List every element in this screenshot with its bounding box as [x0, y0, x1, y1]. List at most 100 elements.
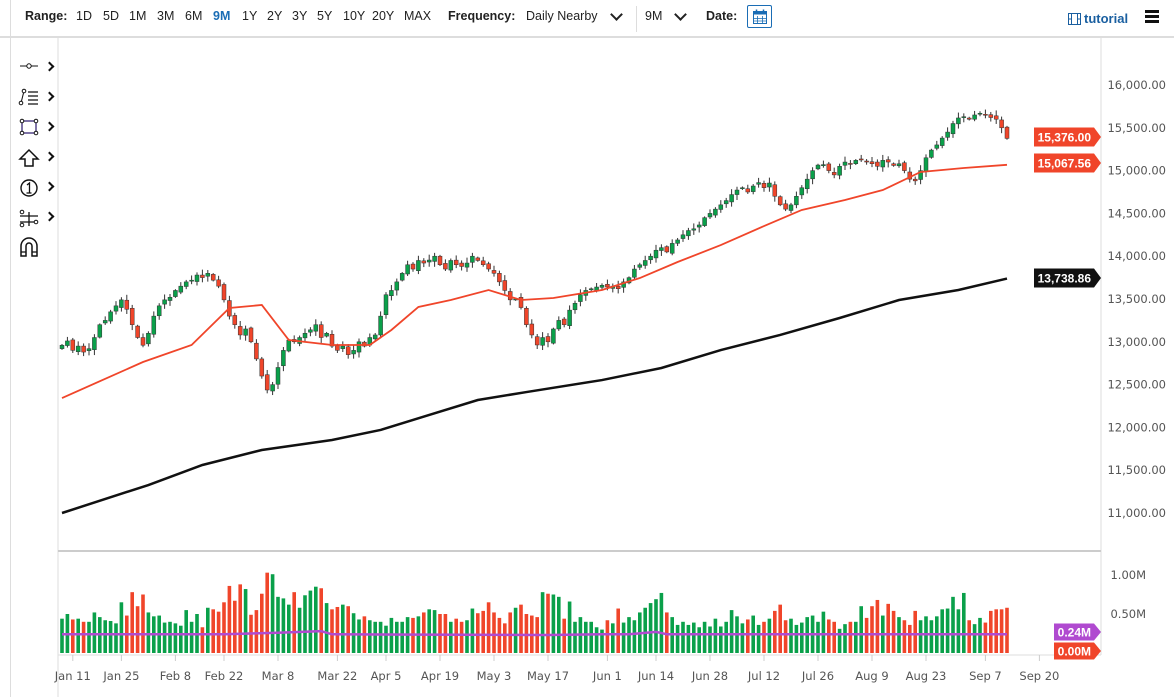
- candle-body: [286, 339, 292, 352]
- volume-tick-label: 1.00M: [1110, 568, 1146, 582]
- volume-bar: [681, 621, 685, 653]
- magnet-tool-button[interactable]: [18, 236, 58, 258]
- volume-bar: [746, 619, 750, 653]
- volume-bar: [616, 608, 620, 653]
- candle-body: [578, 294, 583, 302]
- volume-bar: [908, 624, 912, 653]
- candle-body: [124, 299, 130, 310]
- range-6m-button[interactable]: 6M: [185, 9, 203, 23]
- candle-body: [545, 336, 551, 343]
- hamburger-menu-button[interactable]: [1145, 10, 1159, 24]
- volume-bar: [843, 624, 847, 653]
- candle-body: [254, 342, 259, 360]
- volume-bar: [119, 602, 124, 653]
- candle-body: [669, 243, 675, 254]
- range-2y-button[interactable]: 2Y: [267, 9, 283, 23]
- range-10y-button[interactable]: 10Y: [343, 9, 366, 23]
- frequency-select[interactable]: Daily Nearby: [526, 9, 598, 23]
- film-icon: [1068, 13, 1081, 25]
- volume-bar: [967, 620, 971, 653]
- volume-bar: [643, 607, 647, 653]
- candle-body: [156, 305, 162, 317]
- volume-bar: [902, 620, 907, 653]
- line-tool-button[interactable]: [18, 58, 58, 80]
- volume-bar: [994, 609, 998, 653]
- fibonacci-tool-button[interactable]: [18, 88, 58, 110]
- volume-bar: [859, 606, 863, 653]
- candle-body: [767, 182, 772, 188]
- volume-bar: [287, 604, 291, 653]
- volume-bar: [486, 602, 491, 653]
- volume-bar: [141, 594, 145, 653]
- candle-body: [102, 320, 108, 324]
- marker-tool-button[interactable]: [18, 178, 58, 200]
- volume-bar: [551, 594, 556, 653]
- candle-body: [421, 260, 427, 264]
- candle-body: [399, 273, 405, 281]
- volume-bar: [962, 592, 966, 653]
- candle-body: [264, 374, 270, 391]
- volume-bar: [81, 621, 86, 653]
- volume-bar: [929, 620, 934, 653]
- range-9m-button[interactable]: 9M: [213, 9, 231, 23]
- volume-bar: [724, 621, 728, 653]
- candle-body: [351, 350, 356, 355]
- volume-bar: [292, 592, 296, 653]
- volume-bar: [179, 625, 183, 653]
- period-select[interactable]: 9M: [645, 9, 663, 23]
- volume-bar: [103, 620, 107, 653]
- volume-bar: [341, 604, 345, 653]
- candle-body: [270, 384, 275, 392]
- candle-body: [210, 274, 216, 281]
- range-max-button[interactable]: MAX: [404, 9, 432, 23]
- candle-body: [956, 117, 961, 125]
- range-20y-button[interactable]: 20Y: [372, 9, 395, 23]
- candle-body: [972, 114, 977, 120]
- range-3m-button[interactable]: 3M: [157, 9, 175, 23]
- volume-bar: [702, 621, 707, 653]
- volume-bar: [573, 621, 577, 653]
- y-tick-label: 11,000.00: [1107, 506, 1166, 520]
- candle-body: [745, 188, 751, 193]
- range-1y-button[interactable]: 1Y: [242, 9, 258, 23]
- candle-body: [988, 114, 994, 118]
- volume-bar: [492, 612, 496, 653]
- volume-bar: [200, 627, 205, 653]
- volume-bar: [368, 620, 372, 653]
- candle-body: [432, 255, 437, 262]
- volume-bar: [76, 618, 80, 653]
- range-5y-button[interactable]: 5Y: [317, 9, 333, 23]
- volume-bar: [211, 609, 215, 653]
- date-picker-button[interactable]: [747, 5, 772, 28]
- rectangle-tool-button[interactable]: [18, 118, 58, 140]
- volume-bar: [816, 621, 820, 653]
- tutorial-link[interactable]: tutorial: [1068, 11, 1128, 26]
- range-3y-button[interactable]: 3Y: [292, 9, 308, 23]
- volume-bar: [600, 629, 604, 653]
- range-1m-button[interactable]: 1M: [129, 9, 147, 23]
- candle-body: [664, 246, 670, 253]
- candle-body: [896, 163, 902, 167]
- candle-body: [464, 262, 470, 268]
- y-tick-label: 11,500.00: [1107, 463, 1166, 477]
- range-5d-button[interactable]: 5D: [103, 9, 119, 23]
- volume-bar: [384, 625, 388, 653]
- volume-bar: [346, 606, 350, 653]
- candle-body: [324, 332, 329, 337]
- volume-bar: [243, 589, 248, 653]
- x-tick-label: Jul 26: [801, 669, 834, 683]
- volume-bar: [227, 585, 232, 653]
- arrow-tool-button[interactable]: [18, 148, 58, 170]
- candle-body: [389, 290, 394, 296]
- candle-body: [718, 204, 724, 210]
- candle-body: [475, 257, 481, 261]
- range-1d-button[interactable]: 1D: [76, 9, 92, 23]
- measure-tool-button[interactable]: [18, 208, 58, 230]
- volume-bar: [686, 624, 691, 653]
- volume-bar: [989, 610, 993, 653]
- volume-bar: [308, 590, 313, 653]
- candle-body: [686, 230, 691, 237]
- chart-frame: [10, 0, 1174, 697]
- candle-body: [459, 262, 464, 267]
